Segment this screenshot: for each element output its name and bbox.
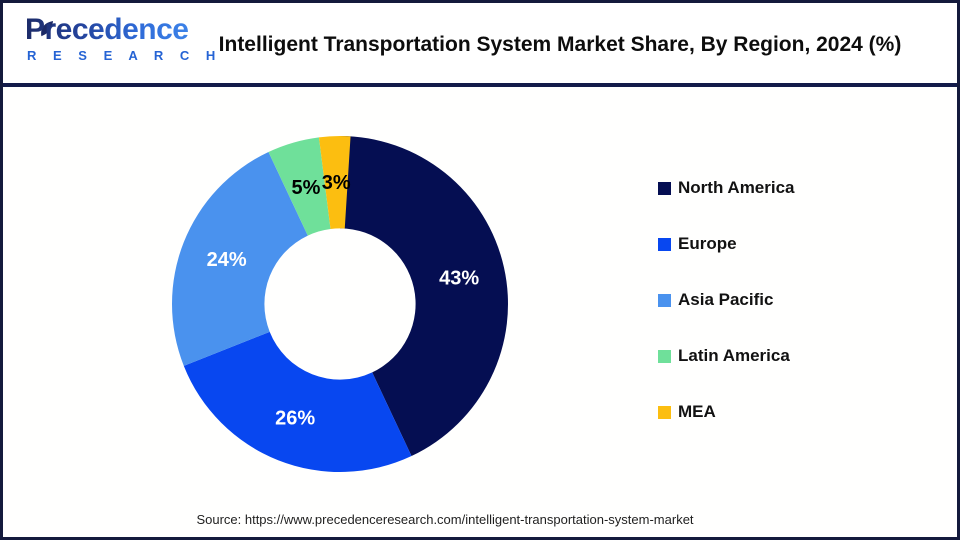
donut-chart: 43% 26% 24% 5% 3% <box>172 135 508 472</box>
legend-item-asia-pacific: Asia Pacific <box>658 290 795 309</box>
legend-item-europe: Europe <box>658 234 795 253</box>
donut-segment-latin-america <box>268 137 331 236</box>
header: Precedence R E S E A R C H Intelligent T… <box>3 3 957 83</box>
slice-label-mea: 3% <box>322 172 351 194</box>
donut-segment-mea <box>318 135 351 229</box>
legend-label: North America <box>678 178 795 197</box>
legend-label: Europe <box>678 234 737 253</box>
legend-swatch-mea <box>658 405 671 419</box>
legend-item-latin-america: Latin America <box>658 346 795 365</box>
legend-label: MEA <box>678 402 716 421</box>
legend-swatch-asia-pacific <box>658 293 671 307</box>
logo-name: Precedence <box>25 13 189 46</box>
logo-subname: R E S E A R C H <box>27 48 222 63</box>
source-text: Source: https://www.precedenceresearch.c… <box>196 512 694 527</box>
legend-label: Latin America <box>678 346 790 365</box>
precedence-logo: Precedence R E S E A R C H <box>23 13 222 64</box>
legend-item-north-america: North America <box>658 178 795 197</box>
donut-segment-asia-pacific <box>172 151 308 366</box>
chart-title: Intelligent Transportation System Market… <box>218 33 902 56</box>
legend-item-mea: MEA <box>658 402 795 421</box>
donut-segment-europe <box>183 331 412 472</box>
slice-label-europe: 26% <box>275 407 315 429</box>
slice-label-asia-pacific: 24% <box>207 249 247 271</box>
header-divider <box>3 83 957 87</box>
slice-label-latin-america: 5% <box>292 177 321 199</box>
legend-label: Asia Pacific <box>678 290 774 309</box>
leaf-icon <box>41 21 54 37</box>
legend-swatch-latin-america <box>658 349 671 363</box>
legend-swatch-europe <box>658 237 671 251</box>
slice-label-north-america: 43% <box>439 267 479 289</box>
legend-swatch-north-america <box>658 181 671 195</box>
donut-segment-north-america <box>340 136 508 457</box>
legend: North America Europe Asia Pacific Latin … <box>658 178 795 460</box>
